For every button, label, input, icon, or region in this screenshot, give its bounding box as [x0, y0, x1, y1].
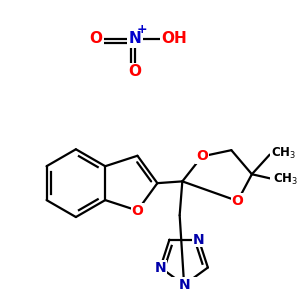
Text: O: O: [232, 194, 244, 208]
Text: CH$_3$: CH$_3$: [273, 172, 298, 187]
Text: O: O: [89, 31, 102, 46]
Text: O: O: [128, 64, 141, 79]
Text: N: N: [128, 31, 141, 46]
Text: O: O: [131, 204, 143, 218]
Text: OH: OH: [161, 31, 187, 46]
Text: N: N: [193, 232, 205, 247]
Text: N: N: [178, 278, 190, 292]
Text: +: +: [136, 23, 147, 36]
Text: O: O: [196, 149, 208, 164]
Text: CH$_3$: CH$_3$: [272, 146, 297, 161]
Text: N: N: [154, 260, 166, 274]
